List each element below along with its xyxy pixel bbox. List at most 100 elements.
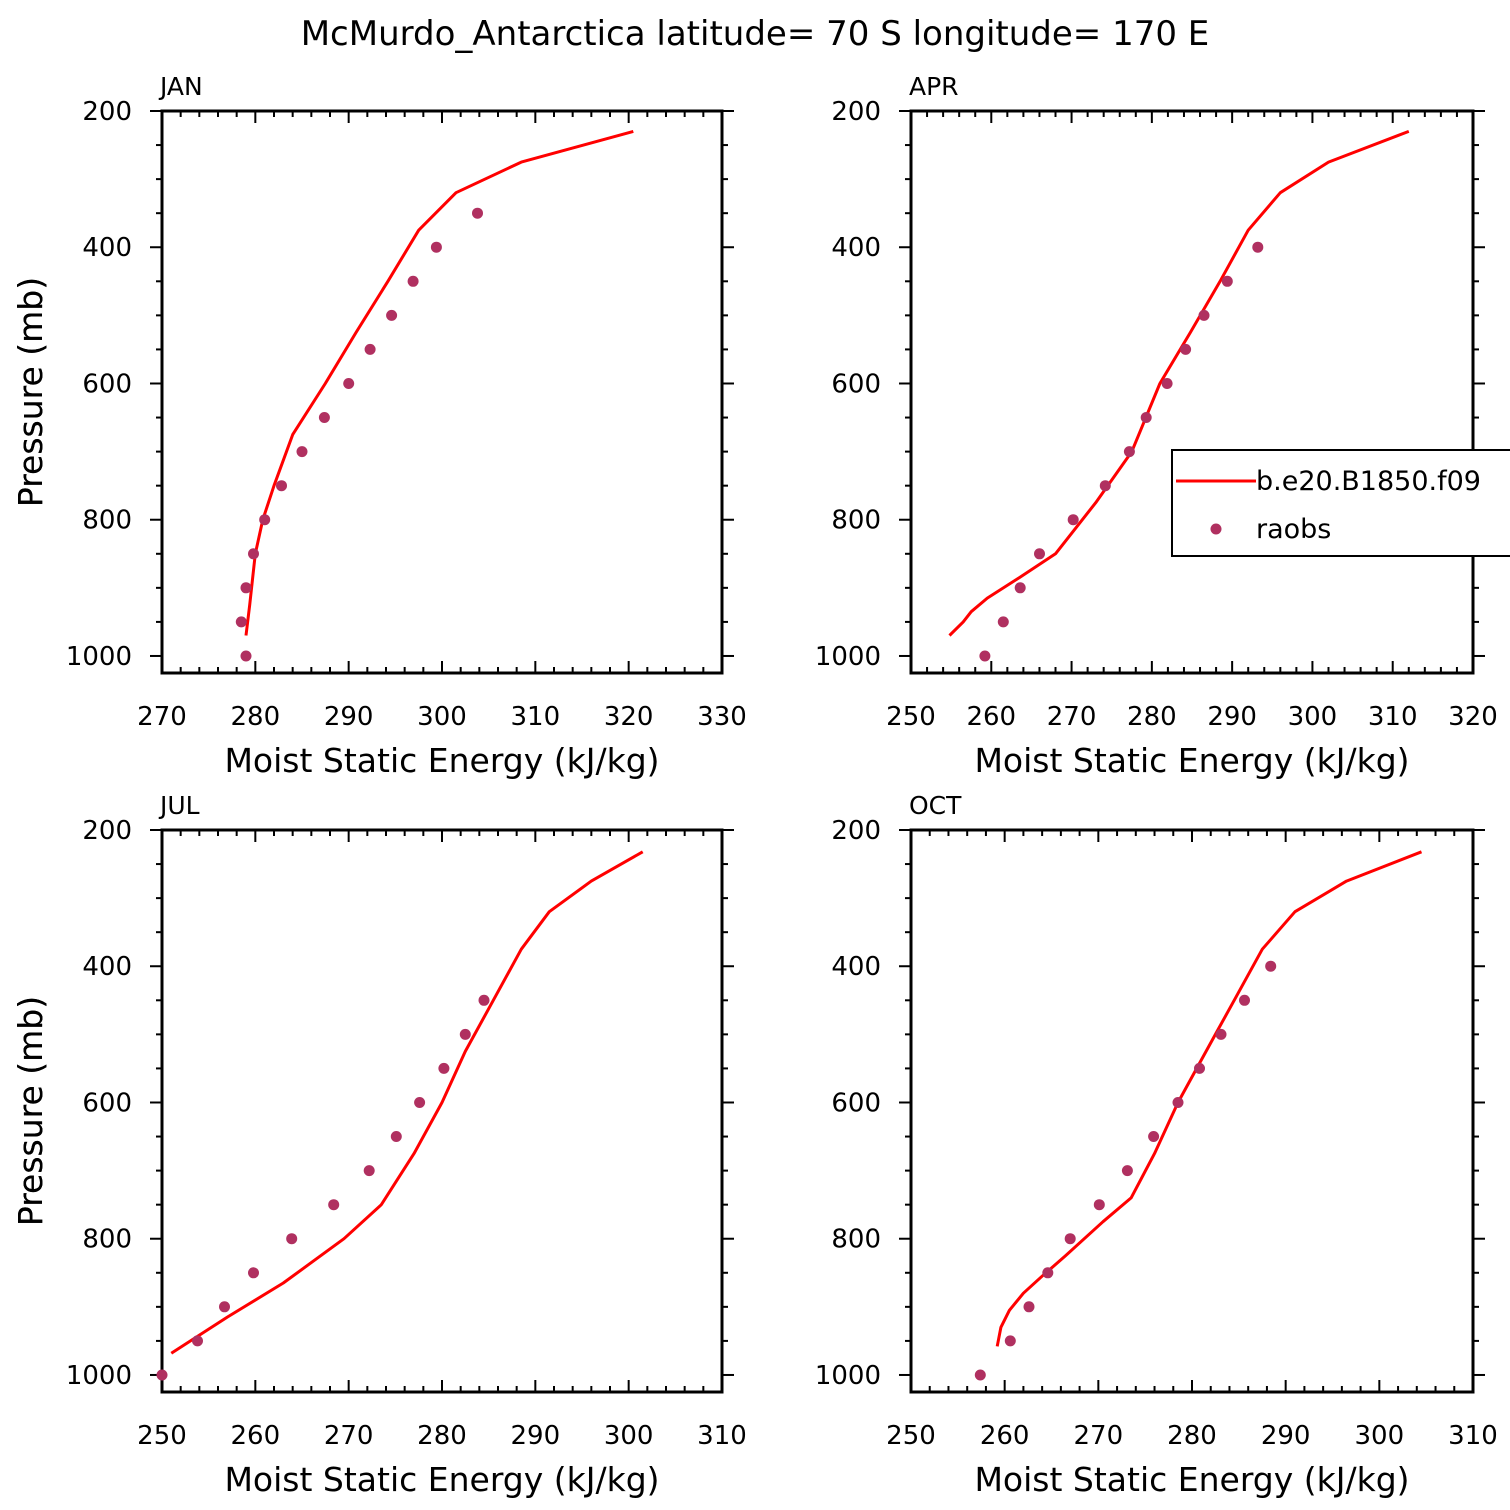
x-tick-label: 310	[1448, 1421, 1498, 1451]
legend-label-obs: raobs	[1256, 514, 1331, 545]
x-tick-label: 290	[511, 1421, 561, 1451]
legend-box	[1171, 449, 1510, 557]
plot-area	[244, 129, 634, 636]
plot-area	[170, 850, 644, 1355]
y-tick-label: 800	[82, 1225, 132, 1255]
obs-point	[1004, 1335, 1016, 1347]
plot-frame	[909, 828, 1475, 1394]
obs-point	[235, 616, 247, 628]
x-tick-label: 280	[1127, 702, 1177, 732]
x-axis-title: Moist Static Energy (kJ/kg)	[974, 741, 1409, 780]
axis-ticks	[150, 110, 734, 673]
y-tick-label: 600	[82, 1088, 132, 1118]
obs-point	[240, 650, 252, 662]
y-tick-label: 1000	[815, 1361, 881, 1391]
x-tick-label: 290	[324, 702, 374, 732]
obs-point	[478, 994, 490, 1006]
obs-point	[1198, 309, 1210, 321]
obs-point	[414, 1097, 426, 1108]
obs-point	[1148, 1131, 1160, 1142]
y-tick-label: 400	[82, 952, 132, 982]
plot-frame	[160, 828, 724, 1394]
obs-point	[363, 1165, 375, 1177]
panel-label: APR	[909, 72, 959, 101]
y-tick-label: 400	[82, 233, 132, 263]
obs-point	[430, 241, 442, 253]
x-tick-label: 250	[886, 1421, 936, 1451]
x-tick-label: 270	[1047, 702, 1097, 732]
obs-point	[1172, 1097, 1184, 1108]
obs-point	[1034, 548, 1045, 560]
x-tick-label: 310	[1368, 702, 1418, 732]
y-tick-label: 600	[82, 369, 132, 399]
obs-point	[390, 1131, 402, 1142]
legend: b.e20.B1850.f09 raobs	[1171, 449, 1510, 557]
x-tick-label: 300	[1355, 1421, 1405, 1451]
x-tick-label: 250	[886, 702, 936, 732]
y-tick-label: 1000	[815, 642, 881, 672]
obs-point	[1180, 343, 1192, 355]
x-tick-label: 280	[1167, 1421, 1217, 1451]
axis-ticks	[899, 829, 1485, 1392]
obs-point	[1042, 1267, 1054, 1279]
x-tick-label: 270	[1074, 1421, 1124, 1451]
y-tick-label: 800	[82, 506, 132, 536]
obs-point	[192, 1335, 203, 1347]
series-line-model	[244, 129, 634, 636]
x-tick-label: 330	[697, 702, 747, 732]
y-tick-label: 200	[82, 816, 132, 846]
obs-point	[240, 582, 252, 594]
y-tick-label: 200	[831, 97, 881, 127]
obs-point	[1121, 1165, 1133, 1177]
x-tick-label: 320	[604, 702, 654, 732]
obs-point	[1239, 994, 1250, 1006]
axis-ticks	[899, 110, 1485, 673]
y-tick-label: 1000	[66, 642, 132, 672]
y-tick-label: 200	[82, 97, 132, 127]
obs-point	[997, 616, 1009, 628]
obs-point	[1221, 275, 1233, 287]
chart-panel-jan: JAN 270 280 290 300 310 320 330 200 400 600 800 1000…	[11, 72, 747, 780]
obs-point	[1014, 582, 1026, 594]
y-tick-label: 600	[831, 1088, 881, 1118]
y-tick-label: 800	[831, 1225, 881, 1255]
y-tick-label: 400	[831, 952, 881, 982]
obs-point	[1123, 446, 1135, 458]
y-tick-label: 600	[831, 369, 881, 399]
obs-point	[1023, 1301, 1035, 1313]
obs-point	[156, 1369, 168, 1381]
obs-point	[1215, 1028, 1227, 1040]
obs-point	[438, 1062, 450, 1074]
y-tick-label: 400	[831, 233, 881, 263]
x-tick-label: 290	[1261, 1421, 1311, 1451]
chart-panel-oct: OCT 250 260 270 280 290 300 310 200 400 600 800 1000…	[11, 791, 1498, 1499]
y-axis-title: Pressure (mb)	[11, 996, 50, 1226]
x-tick-label: 300	[1288, 702, 1338, 732]
x-axis-title: Moist Static Energy (kJ/kg)	[224, 741, 659, 780]
obs-point	[364, 343, 376, 355]
obs-point	[328, 1199, 340, 1211]
obs-point	[248, 548, 259, 560]
x-tick-label: 270	[324, 1421, 374, 1451]
obs-point	[1265, 960, 1277, 972]
plot-area	[995, 850, 1423, 1347]
x-axis-title: Moist Static Energy (kJ/kg)	[224, 1460, 659, 1499]
y-tick-label: 800	[831, 506, 881, 536]
plot-frame	[909, 109, 1475, 675]
obs-point	[979, 650, 991, 662]
x-tick-label: 260	[231, 1421, 281, 1451]
x-tick-label: 270	[137, 702, 187, 732]
obs-point	[1140, 412, 1152, 423]
plot-area	[948, 129, 1410, 637]
panel-label: OCT	[909, 791, 962, 820]
series-line-model	[948, 129, 1410, 637]
y-axis-title: Pressure (mb)	[11, 277, 50, 507]
y-tick-label: 200	[831, 816, 881, 846]
x-tick-label: 290	[1207, 702, 1257, 732]
x-tick-label: 310	[697, 1421, 747, 1451]
obs-point	[318, 412, 330, 423]
x-tick-label: 250	[137, 1421, 187, 1451]
panels: JAN 270 280 290 300 310 320 330 200 400 600 800 1000…	[11, 72, 1510, 1499]
x-axis-title: Moist Static Energy (kJ/kg)	[974, 1460, 1409, 1499]
